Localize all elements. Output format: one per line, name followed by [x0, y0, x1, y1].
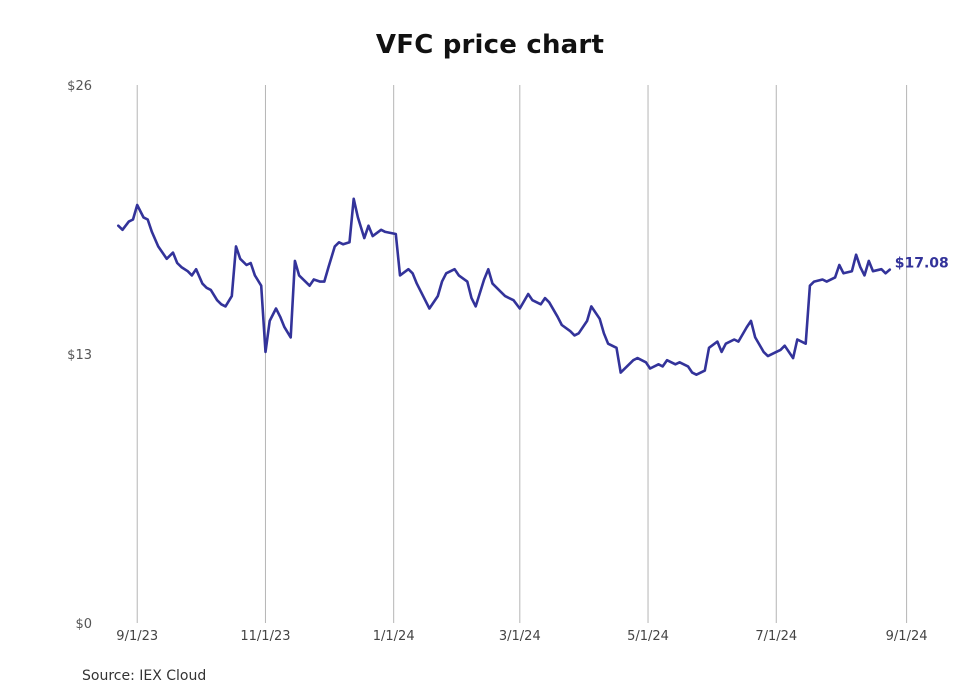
- x-tick-label: 5/1/24: [627, 629, 669, 644]
- chart-title: VFC price chart: [375, 30, 605, 60]
- x-tick-label: 7/1/24: [755, 629, 797, 644]
- x-tick-label: 3/1/24: [499, 629, 541, 644]
- source-note: Source: IEX Cloud: [82, 668, 207, 684]
- x-axis: 9/1/23 11/1/23 1/1/24 3/1/24 5/1/24 7/1/24 9/1…: [116, 629, 927, 644]
- y-tick-label: $13: [67, 348, 92, 363]
- x-tick-label: 1/1/24: [373, 629, 415, 644]
- y-tick-label: $26: [67, 79, 92, 94]
- x-tick-label: 11/1/23: [240, 629, 290, 644]
- x-tick-label: 9/1/23: [116, 629, 158, 644]
- y-axis: $0 $13 $26: [67, 79, 92, 632]
- last-price-label: $17.08: [895, 256, 949, 272]
- x-tick-label: 9/1/24: [886, 629, 928, 644]
- price-line: [117, 197, 892, 376]
- gridlines: [136, 85, 908, 623]
- series-layer: [117, 197, 892, 376]
- y-tick-label: $0: [75, 617, 92, 632]
